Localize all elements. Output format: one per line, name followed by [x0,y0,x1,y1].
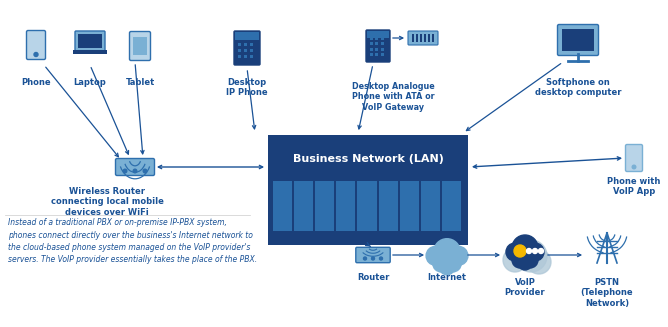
FancyBboxPatch shape [356,247,390,263]
Circle shape [514,245,526,257]
Bar [357,181,377,231]
Bar [273,181,292,231]
Circle shape [512,252,528,268]
Bar [420,34,422,42]
Text: Router: Router [357,273,389,282]
Circle shape [532,249,538,253]
Bar [244,55,246,58]
Circle shape [363,257,367,260]
Bar [399,181,419,231]
Text: Internet: Internet [428,273,466,282]
Bar [73,50,107,54]
FancyBboxPatch shape [408,31,438,45]
Bar [133,37,147,55]
Bar [562,29,594,51]
Bar [268,135,468,245]
Text: Desktop
IP Phone: Desktop IP Phone [226,78,268,97]
Circle shape [34,53,38,57]
Bar [78,34,102,48]
FancyBboxPatch shape [27,30,45,60]
Bar [369,42,373,45]
Bar [375,37,378,40]
Bar [381,47,383,50]
Bar [375,47,378,50]
Bar [238,48,240,51]
Bar [412,34,414,42]
Bar [367,31,389,38]
Bar [369,53,373,56]
Circle shape [440,260,455,275]
Bar [250,55,253,58]
Text: Laptop: Laptop [73,78,106,87]
Circle shape [526,243,544,261]
Bar [238,37,240,40]
Circle shape [444,255,461,272]
Bar [369,47,373,50]
Circle shape [527,250,551,274]
Text: Wireless Router
connecting local mobile
devices over WiFi: Wireless Router connecting local mobile … [51,187,164,217]
Bar [235,32,259,40]
Circle shape [538,249,544,253]
Circle shape [515,240,547,272]
Bar [336,181,355,231]
Bar [244,43,246,45]
Text: Instead of a traditional PBX or on-premise IP-PBX system,
phones connect directl: Instead of a traditional PBX or on-premi… [8,218,257,265]
Bar [432,34,434,42]
Bar [250,48,253,51]
Text: Phone with
VoIP App: Phone with VoIP App [607,177,661,197]
Bar [379,181,397,231]
Text: Tablet: Tablet [126,78,154,87]
Circle shape [522,252,538,268]
FancyBboxPatch shape [625,145,643,171]
FancyBboxPatch shape [130,31,150,60]
Circle shape [371,257,375,260]
FancyBboxPatch shape [558,25,599,56]
Circle shape [512,235,538,261]
Circle shape [123,169,127,173]
FancyBboxPatch shape [116,159,154,176]
Bar [244,37,246,40]
Bar [424,34,426,42]
Bar [375,42,378,45]
FancyBboxPatch shape [366,30,390,62]
Circle shape [434,239,460,265]
Text: VoIP
Provider: VoIP Provider [505,278,545,297]
Circle shape [433,255,450,272]
Circle shape [632,165,636,169]
Text: Business Network (LAN): Business Network (LAN) [293,154,444,164]
Bar [381,37,383,40]
Circle shape [133,169,137,173]
Circle shape [426,246,445,265]
Bar [428,34,430,42]
Bar [250,37,253,40]
Bar [421,181,440,231]
Bar [369,37,373,40]
Text: Desktop Analogue
Phone with ATA or
VoIP Gateway: Desktop Analogue Phone with ATA or VoIP … [351,82,434,112]
Circle shape [379,257,383,260]
Bar [381,42,383,45]
Bar [315,181,334,231]
Circle shape [506,243,524,261]
Bar [442,181,461,231]
Circle shape [449,246,468,265]
FancyBboxPatch shape [234,31,260,65]
Circle shape [526,249,532,253]
Bar [416,34,418,42]
Bar [244,48,246,51]
Text: Phone: Phone [21,78,51,87]
Circle shape [503,248,527,272]
Bar [381,53,383,56]
Text: Softphone on
desktop computer: Softphone on desktop computer [535,78,621,97]
Bar [294,181,313,231]
Bar [238,43,240,45]
Bar [238,55,240,58]
FancyBboxPatch shape [75,31,105,51]
Bar [250,43,253,45]
Circle shape [143,169,147,173]
Circle shape [518,256,532,270]
Bar [375,53,378,56]
Text: PSTN
(Telephone
Network): PSTN (Telephone Network) [580,278,633,308]
